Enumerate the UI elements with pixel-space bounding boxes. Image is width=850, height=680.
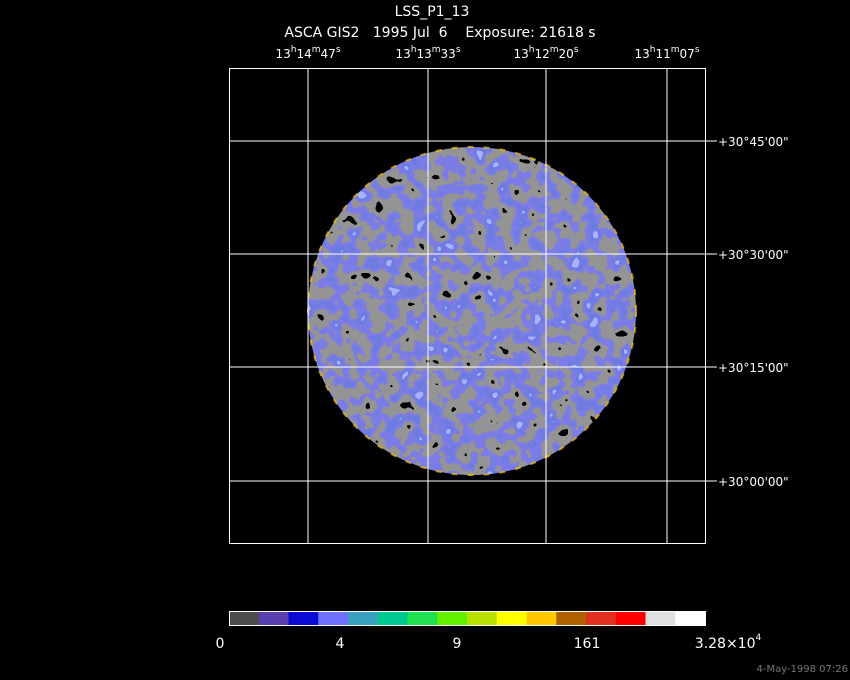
ra-label-part: h: [411, 45, 417, 55]
color-swatch: [645, 611, 676, 625]
counts-map: [308, 147, 636, 475]
colorbar-label: 161: [574, 636, 601, 652]
ra-label-part: 13: [416, 47, 431, 61]
ra-label: 13h14m47s: [275, 45, 340, 61]
color-swatch: [288, 611, 319, 625]
ra-label-part: 11: [655, 47, 670, 61]
dec-label: +30°45'00": [718, 135, 789, 149]
colorbar-label: 9: [453, 636, 462, 652]
ra-label-part: h: [291, 45, 297, 55]
ra-label-part: 07: [680, 47, 695, 61]
color-swatch: [467, 611, 498, 625]
subtitle: ASCA GIS2 1995 Jul 6 Exposure: 21618 s: [284, 25, 595, 41]
ra-label: 13h12m20s: [513, 45, 578, 61]
ra-label-part: 14: [296, 47, 311, 61]
ra-label-part: m: [671, 45, 680, 55]
color-swatch: [318, 611, 349, 625]
color-swatch: [556, 611, 587, 625]
color-swatch: [348, 611, 379, 625]
colorbar-label-text: 3.28×10: [695, 636, 756, 652]
timestamp: 4-May-1998 07:26: [756, 664, 848, 675]
ra-label-part: 13: [513, 47, 528, 61]
ra-label: 13h11m07s: [634, 45, 699, 61]
color-swatch: [675, 611, 706, 625]
ra-label-part: s: [695, 45, 700, 55]
field-of-view: [308, 147, 636, 475]
colorbar-label-text: 0: [216, 636, 225, 652]
colorbar-label-exponent: 4: [755, 633, 761, 643]
ra-label-part: 20: [559, 47, 574, 61]
color-swatch: [496, 611, 527, 625]
ra-label-part: h: [650, 45, 656, 55]
color-swatch: [586, 611, 617, 625]
coordinate-grid: [229, 68, 717, 543]
colorbar-label-text: 4: [336, 636, 345, 652]
ra-label-part: m: [312, 45, 321, 55]
title: LSS_P1_13: [395, 4, 470, 20]
ra-label-part: h: [529, 45, 535, 55]
colorbar-label: 0: [216, 636, 225, 652]
ra-label-part: s: [336, 45, 341, 55]
colorbar-label: 3.28×104: [695, 633, 762, 652]
ra-label-part: 33: [441, 47, 456, 61]
dec-label: +30°30'00": [718, 248, 789, 262]
ra-label-part: s: [456, 45, 461, 55]
ra-label-part: 12: [534, 47, 549, 61]
ra-label-part: m: [432, 45, 441, 55]
color-swatch: [526, 611, 557, 625]
color-swatch: [615, 611, 646, 625]
color-swatch: [437, 611, 468, 625]
ra-label-part: m: [550, 45, 559, 55]
colorbar-frame: [229, 611, 706, 626]
ra-label-part: 47: [321, 47, 336, 61]
ra-label-part: 13: [275, 47, 290, 61]
color-swatch: [258, 611, 289, 625]
color-swatch: [407, 611, 438, 625]
color-swatch: [229, 611, 260, 625]
frame: [229, 68, 706, 544]
dec-label: +30°15'00": [718, 361, 789, 375]
colorbar-label: 4: [336, 636, 345, 652]
colorbar-label-text: 161: [574, 636, 601, 652]
ra-label-part: s: [574, 45, 579, 55]
color-swatch: [377, 611, 408, 625]
ra-label-part: 13: [395, 47, 410, 61]
colorbar: 0 4 9 161 3.28×104: [216, 611, 762, 652]
dec-label: +30°00'00": [718, 475, 789, 489]
ra-label-part: 13: [634, 47, 649, 61]
ra-label: 13h13m33s: [395, 45, 460, 61]
colorbar-label-text: 9: [453, 636, 462, 652]
